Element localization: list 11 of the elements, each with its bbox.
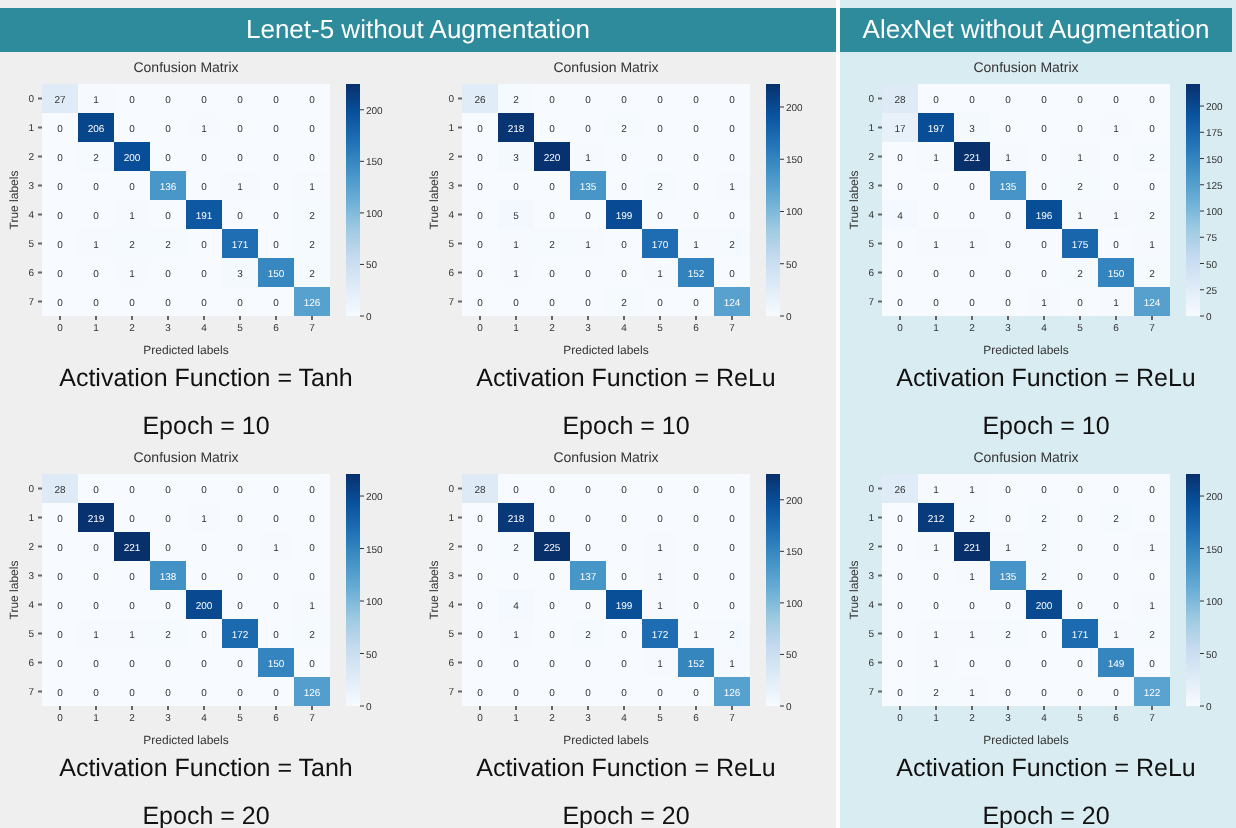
text: Activation Function = ReLu (894, 364, 1198, 392)
text: Activation Function = ReLu (474, 364, 778, 392)
text: Activation Function = Tanh (57, 364, 355, 392)
text: Lenet-5 without Augmentation (0, 8, 836, 52)
text: AlexNet without Augmentation (840, 8, 1232, 52)
text: Activation Function = ReLu (894, 754, 1198, 782)
text: Activation Function = ReLu (474, 754, 778, 782)
text: Epoch = 10 (140, 412, 272, 440)
text: Activation Function = Tanh (57, 754, 355, 782)
text: Epoch = 10 (560, 412, 692, 440)
text: Epoch = 10 (980, 412, 1112, 440)
